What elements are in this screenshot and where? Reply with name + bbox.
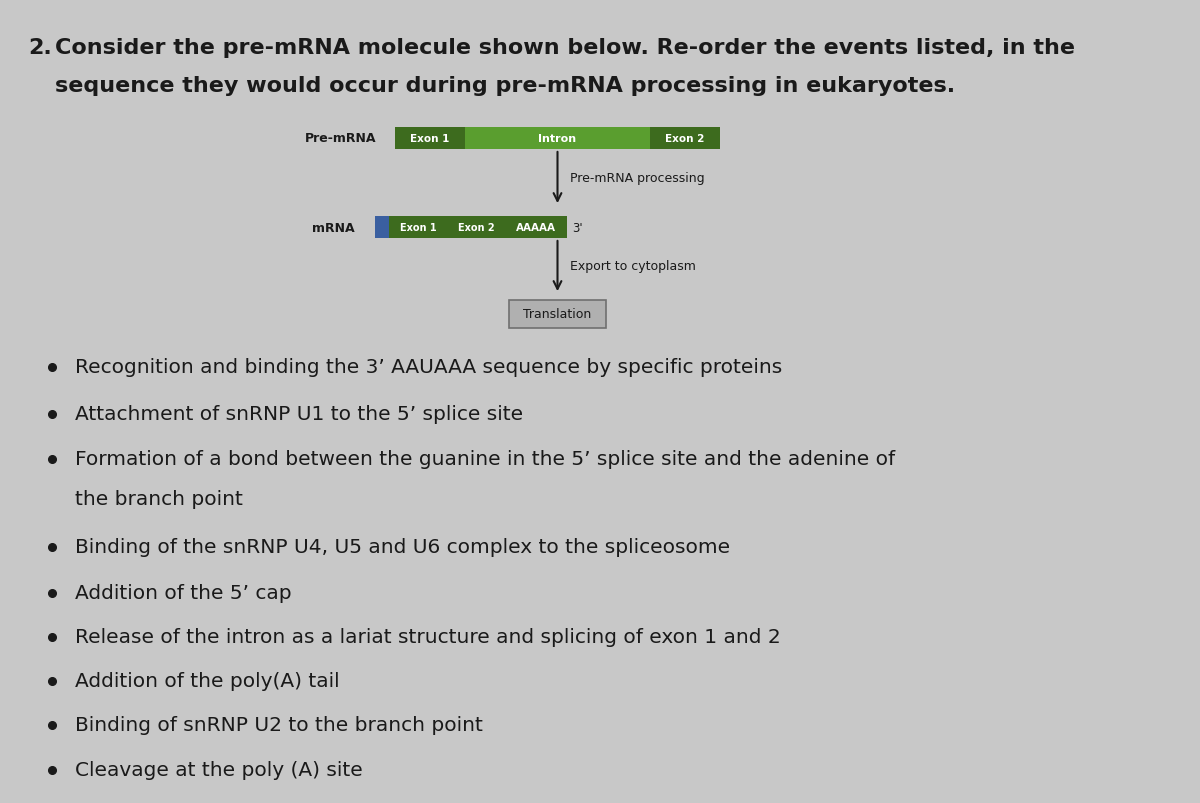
Text: 2.: 2.: [28, 38, 52, 58]
Text: mRNA: mRNA: [312, 221, 355, 234]
Bar: [466, 128, 650, 150]
Bar: [446, 217, 505, 238]
Text: Exon 1: Exon 1: [410, 134, 450, 144]
Text: Attachment of snRNP U1 to the 5’ splice site: Attachment of snRNP U1 to the 5’ splice …: [74, 405, 523, 424]
Text: Cleavage at the poly (A) site: Cleavage at the poly (A) site: [74, 760, 362, 780]
Text: Intron: Intron: [539, 134, 576, 144]
Text: Pre-mRNA processing: Pre-mRNA processing: [570, 172, 704, 185]
Text: Binding of snRNP U2 to the branch point: Binding of snRNP U2 to the branch point: [74, 715, 482, 735]
Text: Recognition and binding the 3’ AAUAAA sequence by specific proteins: Recognition and binding the 3’ AAUAAA se…: [74, 358, 782, 377]
Text: Release of the intron as a lariat structure and splicing of exon 1 and 2: Release of the intron as a lariat struct…: [74, 628, 781, 646]
Text: Formation of a bond between the guanine in the 5’ splice site and the adenine of: Formation of a bond between the guanine …: [74, 450, 895, 469]
Text: Pre-mRNA: Pre-mRNA: [305, 132, 377, 145]
Text: Addition of the 5’ cap: Addition of the 5’ cap: [74, 584, 292, 603]
Bar: [650, 128, 720, 150]
Text: sequence they would occur during pre-mRNA processing in eukaryotes.: sequence they would occur during pre-mRN…: [55, 76, 955, 96]
Bar: [389, 217, 446, 238]
Text: Translation: Translation: [523, 308, 592, 321]
Text: Exon 1: Exon 1: [400, 222, 437, 233]
Text: the branch point: the branch point: [74, 490, 242, 509]
Bar: [395, 128, 466, 150]
Text: Exon 2: Exon 2: [665, 134, 704, 144]
Bar: [374, 217, 389, 238]
Text: Export to cytoplasm: Export to cytoplasm: [570, 260, 695, 273]
Text: Consider the pre-mRNA molecule shown below. Re-order the events listed, in the: Consider the pre-mRNA molecule shown bel…: [55, 38, 1075, 58]
Text: Addition of the poly(A) tail: Addition of the poly(A) tail: [74, 671, 340, 691]
FancyBboxPatch shape: [509, 300, 606, 328]
Bar: [505, 217, 568, 238]
Text: Exon 2: Exon 2: [457, 222, 494, 233]
Text: Binding of the snRNP U4, U5 and U6 complex to the spliceosome: Binding of the snRNP U4, U5 and U6 compl…: [74, 538, 730, 556]
Text: 3': 3': [572, 221, 583, 234]
Text: AAAAA: AAAAA: [516, 222, 556, 233]
